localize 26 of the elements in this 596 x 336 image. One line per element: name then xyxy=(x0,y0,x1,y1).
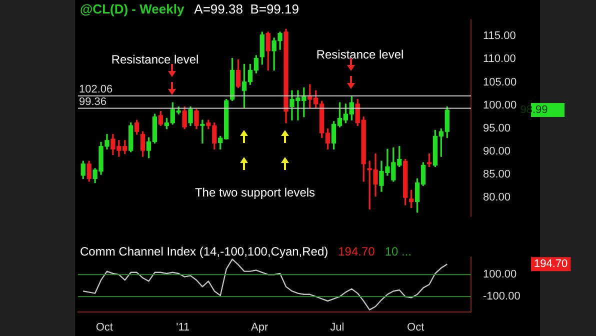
x-tick-label: Oct xyxy=(96,322,113,334)
text: 194.70 xyxy=(534,258,568,270)
x-tick-label: Apr xyxy=(251,322,268,334)
annotation: 10 ... xyxy=(384,244,412,258)
x-tick-label: '11 xyxy=(176,322,190,334)
y-tick-label: 110.00 xyxy=(483,53,516,66)
y-tick-label: 95.00 xyxy=(483,122,511,134)
ref-line-label: 99.36 xyxy=(79,96,107,108)
chart-title: @CL(D) - Weekly xyxy=(80,2,185,17)
y-tick-label: 80.00 xyxy=(483,192,511,204)
annotation: Resistance level xyxy=(316,47,404,62)
ref-line-label: 102.06 xyxy=(79,83,113,96)
annotation: Resistance level xyxy=(111,52,199,66)
x-tick-label: Jul xyxy=(330,322,344,334)
y-tick-label: 115.00 xyxy=(483,30,516,42)
y-tick-label: 100.00 xyxy=(483,99,517,112)
y-tick-label: -100.00 xyxy=(483,290,520,303)
chart-title: Comm Channel Index (14,-100,100,Cyan,Red) xyxy=(80,244,328,258)
y-tick-label: 105.00 xyxy=(483,76,517,88)
annotation: 194.70 xyxy=(338,244,376,258)
y-tick-label: 100.00 xyxy=(483,268,517,281)
x-tick-label: Oct xyxy=(407,322,424,334)
chart-subtitle: A=99.38 B=99.19 xyxy=(194,2,299,17)
y-tick-label: 90.00 xyxy=(483,145,511,158)
annotation: The two support levels xyxy=(194,185,316,200)
y-tick-label: 85.00 xyxy=(483,168,511,181)
